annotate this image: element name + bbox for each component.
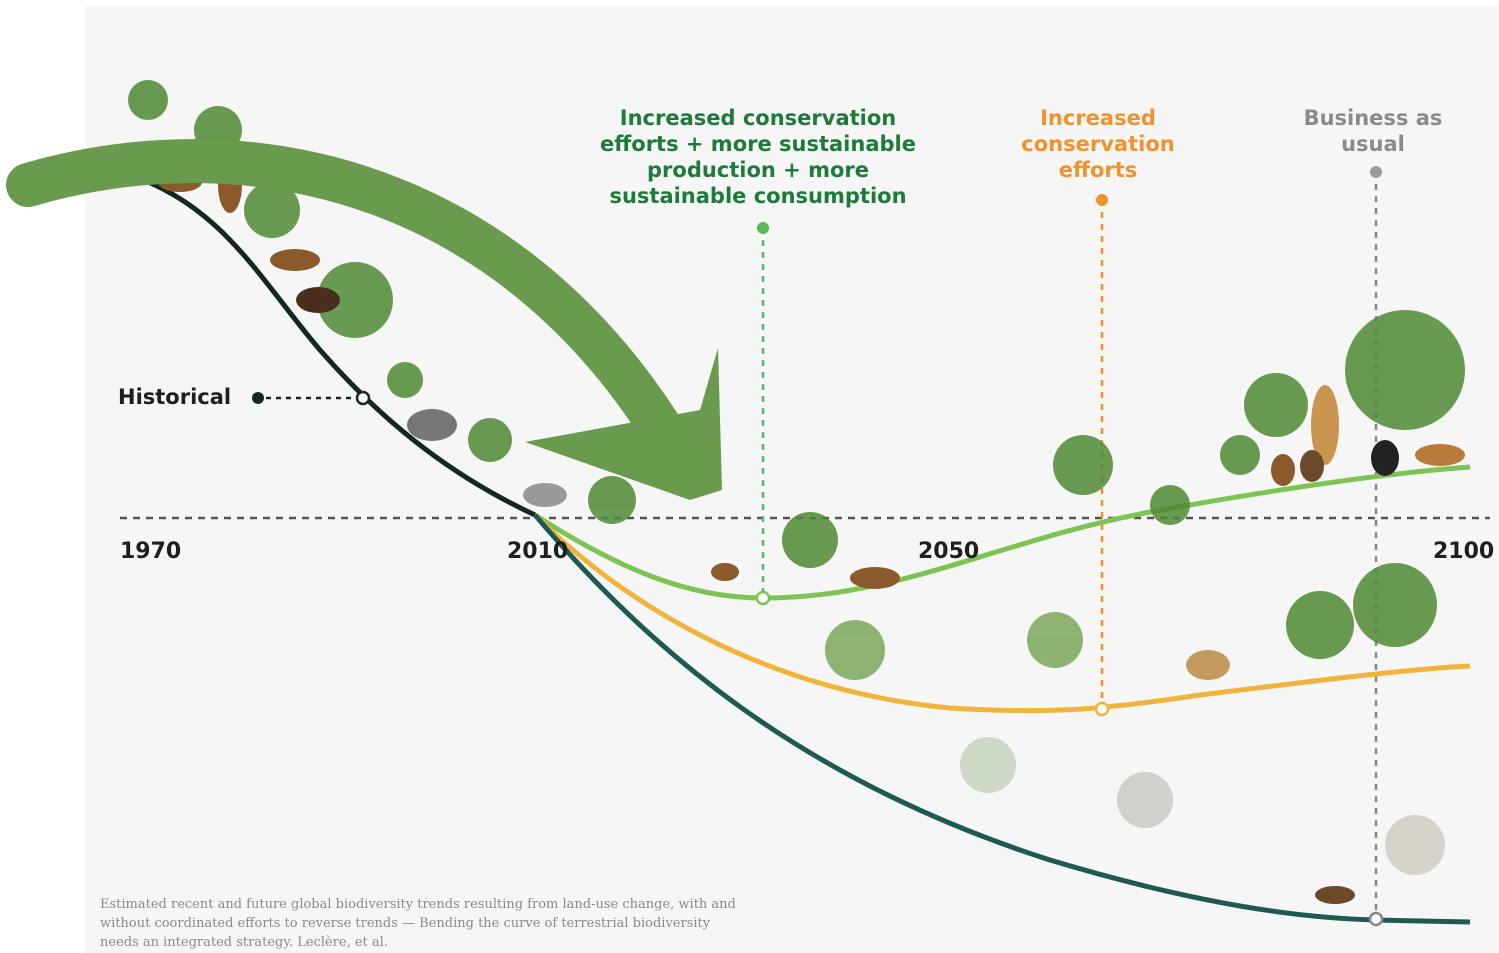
scenario-label: Increased [1040,106,1156,130]
scenario-label: production + more [647,158,869,182]
scenario-label: Increased conservation [620,106,896,130]
arrow-head [525,348,722,500]
sustainable-curve [533,464,1471,601]
marker-dot [757,222,769,234]
scenario-label: efforts [1059,158,1138,182]
scenario-label: sustainable consumption [609,184,906,208]
scenario-point [1094,701,1110,717]
scenario-point [355,390,371,406]
scenario-label: usual [1341,132,1405,156]
scenario-label: efforts + more sustainable [600,132,916,156]
animals [158,157,1465,904]
marker-dot [252,392,264,404]
conservation-curve [533,513,1471,714]
year-label: 1970 [120,539,181,564]
marker-dot [1370,166,1382,178]
historical-curve [119,169,537,518]
scenario-point [755,590,771,606]
scenario-label: Business as [1304,106,1443,130]
caption: without coordinated efforts to reverse t… [100,916,711,931]
business-curve [533,513,1471,925]
caption: Estimated recent and future global biodi… [100,897,736,912]
year-label: 2100 [1433,539,1494,564]
scenario-point [1368,911,1384,927]
historical-label: Historical [118,385,231,409]
caption: needs an integrated strategy. Leclère, e… [100,935,388,950]
year-label: 2010 [507,539,568,564]
arrow [6,139,702,482]
scenario-label: conservation [1021,132,1174,156]
year-label: 2050 [918,539,979,564]
marker-dot [1096,194,1108,206]
